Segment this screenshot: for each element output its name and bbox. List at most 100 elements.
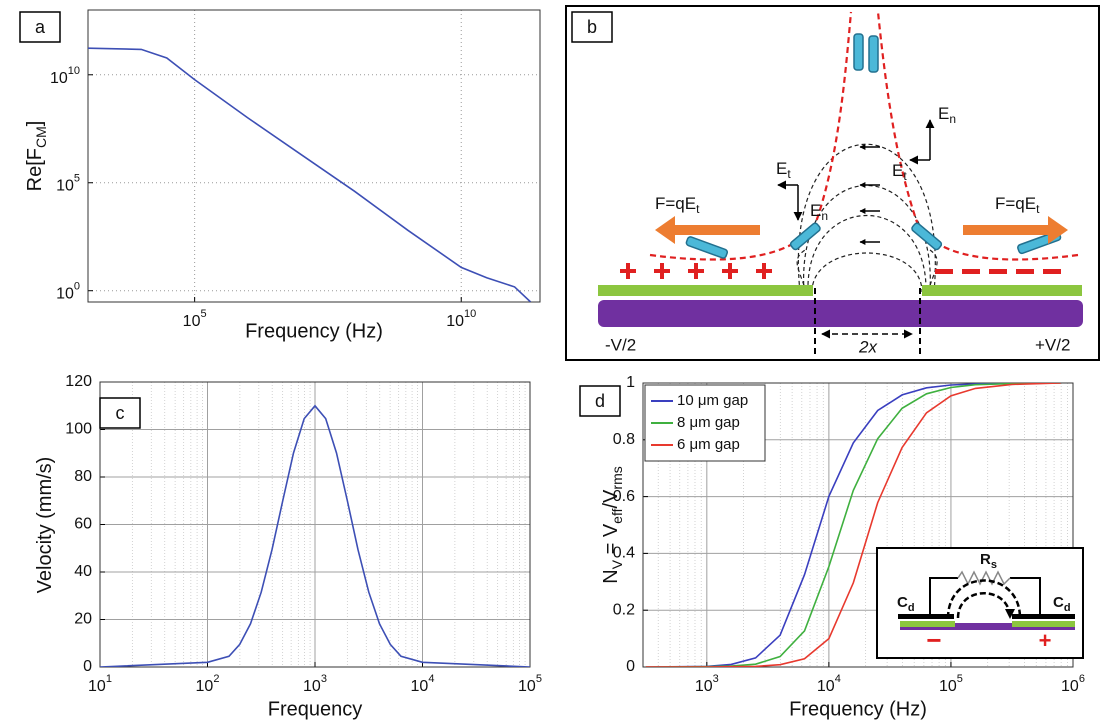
tick-base: 10 [411, 678, 429, 695]
tick-exponent: 10 [68, 65, 80, 77]
x-tick-label: 102 [196, 673, 220, 695]
tick-exponent: 6 [1079, 673, 1085, 685]
panel-label: c [116, 403, 125, 423]
force-label: F=qEt [995, 194, 1040, 216]
y-tick-label: 0.6 [613, 488, 635, 505]
x-tick-label: 105 [939, 673, 963, 695]
text-part: N [600, 569, 622, 583]
legend-label: 8 μm gap [677, 414, 740, 431]
tick-exponent: 5 [536, 673, 542, 685]
charge-label: + [1039, 628, 1052, 653]
x-tick-label: 104 [411, 673, 435, 695]
tick-base: 10 [1061, 678, 1079, 695]
data-line [645, 383, 1061, 667]
y-tick-label: 100 [56, 281, 80, 303]
tick-exponent: 1 [106, 673, 112, 685]
text-part: C [897, 594, 908, 611]
panel-b: b [565, 5, 1100, 361]
subscript: eff [609, 508, 625, 523]
tick-exponent: 10 [464, 308, 476, 320]
x-tick-label: 106 [1061, 673, 1085, 695]
capacitor-plate [1012, 614, 1075, 619]
tick-base: 10 [196, 678, 214, 695]
inset-circuit: Rs Cd Cd − + [876, 547, 1084, 659]
legend-label: 10 μm gap [677, 392, 748, 409]
tick-base: 10 [817, 678, 835, 695]
x-tick-label: 105 [518, 673, 542, 695]
y-tick-label: 100 [65, 421, 92, 438]
force-arrows [655, 216, 1068, 244]
text-part: R [980, 551, 991, 568]
x-tick-label: 101 [88, 673, 112, 695]
tick-base: 10 [303, 678, 321, 695]
y-tick-label: 1 [626, 374, 635, 391]
y-tick-label: 80 [74, 468, 92, 485]
data-line [645, 383, 1061, 667]
subscript: t [1036, 202, 1040, 216]
subscript: n [949, 112, 956, 126]
charge-label: − [926, 625, 941, 655]
panel-label: a [35, 17, 46, 37]
y-tick-label: 20 [74, 611, 92, 628]
text-part: /V [600, 489, 622, 509]
subscript: rms [609, 466, 625, 489]
data-line [88, 47, 532, 302]
subscript: d [908, 602, 915, 614]
electrode [598, 285, 813, 296]
y-tick-label: 40 [74, 563, 92, 580]
y-tick-label: 1010 [50, 65, 80, 87]
force-label: F=qEt [655, 194, 700, 216]
panel-label-box [99, 397, 141, 429]
tick-base: 10 [88, 678, 106, 695]
y-tick-label: 105 [56, 173, 80, 195]
text-part: Re[F [24, 148, 46, 191]
circuit-wires [929, 577, 1041, 615]
electrode [922, 285, 1082, 296]
text-part: ] [24, 121, 46, 127]
tick-exponent: 2 [213, 673, 219, 685]
subscript: d [1064, 602, 1071, 614]
plot-area [88, 10, 540, 302]
x-axis-label: Frequency (Hz) [245, 320, 383, 342]
tick-base: 10 [50, 70, 68, 87]
tick-base: 10 [56, 178, 74, 195]
x-tick-label: 103 [303, 673, 327, 695]
x-tick-label: 104 [817, 673, 841, 695]
field-label: En [810, 201, 828, 223]
tick-exponent: 4 [835, 673, 841, 685]
panel-label-box [571, 11, 613, 43]
text-part: E [810, 201, 821, 220]
voltage-label: +V/2 [1035, 335, 1070, 354]
field-lines [796, 143, 938, 293]
data-line [100, 404, 530, 667]
tick-exponent: 3 [321, 673, 327, 685]
field-arcs [946, 579, 1022, 619]
y-axis-label: Re[FCM] [24, 121, 48, 192]
data-line [645, 383, 1061, 667]
text-part: = V [600, 523, 622, 560]
substrate [900, 623, 1075, 630]
tick-base: 10 [695, 678, 713, 695]
text-part: E [892, 161, 903, 180]
tick-base: 10 [183, 313, 201, 330]
tick-exponent: 3 [713, 673, 719, 685]
text-part: F=qE [655, 194, 696, 213]
y-tick-label: 0.8 [613, 431, 635, 448]
resistor [957, 570, 1011, 586]
tick-base: 10 [518, 678, 536, 695]
capacitor-label: Cd [897, 594, 915, 614]
text-part: Velocity (mm/s) [34, 457, 56, 594]
subscript: t [696, 202, 700, 216]
subscript: V [609, 559, 625, 569]
gap-label: 2x [858, 337, 877, 356]
tick-exponent: 0 [74, 281, 80, 293]
x-tick-label: 105 [183, 308, 207, 330]
y-tick-label: 0 [626, 658, 635, 675]
panel-label-box [579, 385, 621, 417]
resistor-label: Rs [980, 551, 997, 571]
x-tick-label: 1010 [446, 308, 476, 330]
capacitor-plate [898, 614, 954, 619]
